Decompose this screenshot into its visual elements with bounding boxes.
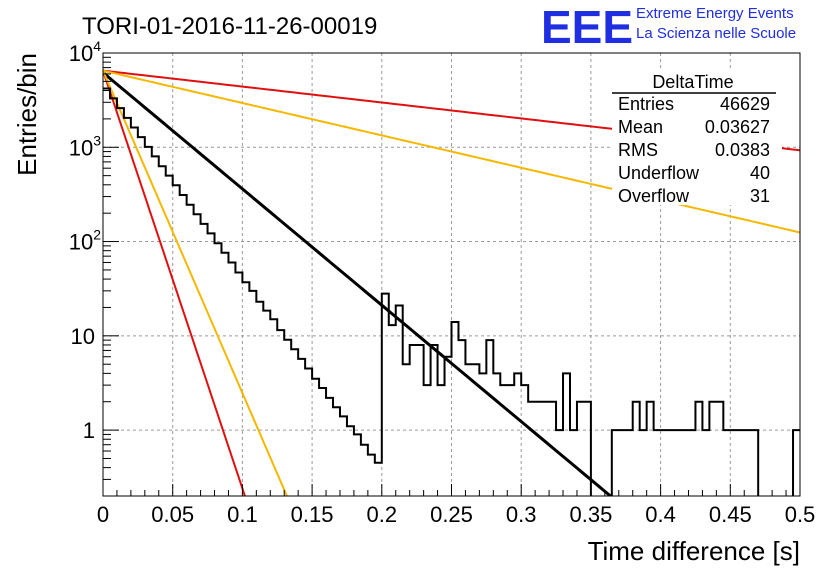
x-axis-title: Time difference [s] — [588, 536, 800, 566]
fit-curve-1 — [103, 70, 246, 496]
y-tick-label: 104 — [69, 38, 101, 66]
y-tick-label: 10 — [71, 324, 95, 349]
x-tick-label: 0 — [97, 502, 109, 527]
stats-rows: Entries 46629 Mean 0.03627 RMS 0.0383 Underflo… — [618, 94, 770, 206]
fit-curve-2 — [103, 70, 289, 496]
stats-row-value: 46629 — [720, 94, 770, 114]
stats-row-label: Mean — [618, 117, 663, 137]
y-tick-label: 102 — [69, 227, 101, 255]
x-tick-label: 0.2 — [367, 502, 398, 527]
x-tick-label: 0.1 — [227, 502, 258, 527]
stats-title: DeltaTime — [652, 72, 733, 92]
x-tick-label: 0.35 — [569, 502, 612, 527]
x-tick-label: 0.4 — [645, 502, 676, 527]
stats-row-value: 0.03627 — [705, 117, 770, 137]
x-tick-label: 0.15 — [291, 502, 334, 527]
x-tick-label: 0.45 — [709, 502, 752, 527]
x-tick-label: 0.3 — [506, 502, 537, 527]
logo-line-1: Extreme Energy Events — [636, 5, 794, 22]
stats-row-label: RMS — [618, 140, 658, 160]
logo-mark: EEE — [541, 1, 633, 53]
stats-row-value: 31 — [750, 186, 770, 206]
stats-row-label: Underflow — [618, 163, 700, 183]
eee-logo: EEE Extreme Energy Events La Scienza nel… — [541, 1, 796, 53]
x-tick-label: 0.25 — [430, 502, 473, 527]
x-tick-label: 0.05 — [151, 502, 194, 527]
histogram — [103, 87, 800, 496]
logo-line-2: La Scienza nelle Scuole — [636, 25, 796, 42]
stats-box: DeltaTime Entries 46629 Mean 0.03627 RMS 0.03… — [612, 70, 782, 206]
y-tick-label: 103 — [69, 132, 101, 160]
stats-row-value: 0.0383 — [715, 140, 770, 160]
histogram-outline — [103, 87, 800, 496]
fit-curve-4 — [103, 69, 800, 234]
axes: 0 0.05 0.1 0.15 0.2 0.25 0.3 0.35 0.4 0.45 0.5 1 10 1… — [69, 38, 816, 527]
y-tick-label: 1 — [83, 418, 95, 443]
run-title: TORI-01-2016-11-26-00019 — [82, 13, 377, 40]
stats-row-value: 40 — [750, 163, 770, 183]
stats-row-label: Entries — [618, 94, 674, 114]
fit-curve-0 — [103, 71, 613, 496]
x-tick-label: 0.5 — [785, 502, 816, 527]
stats-row-label: Overflow — [618, 186, 690, 206]
y-axis-title: Entries/bin — [12, 53, 42, 176]
